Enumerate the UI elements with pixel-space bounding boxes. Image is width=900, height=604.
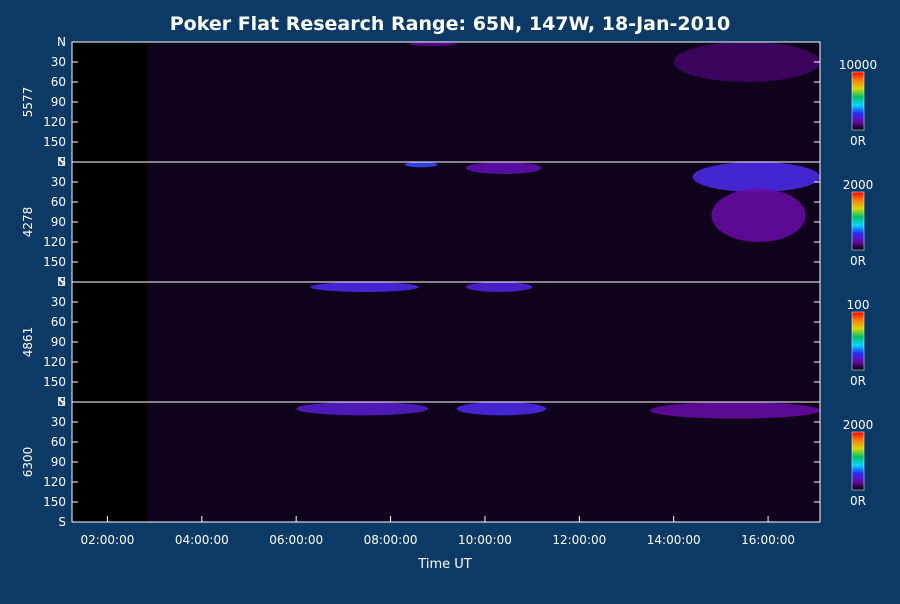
y-tick-label: S [58,275,66,289]
chart-title: Poker Flat Research Range: 65N, 147W, 18… [170,13,731,35]
panel-wavelength-label: 4278 [21,207,35,238]
y-tick-label: 90 [51,455,66,469]
colorbar-min-label: 0R [850,374,866,388]
x-tick-label: 16:00:00 [741,533,795,547]
emission-feature [409,42,457,46]
y-tick-label: 60 [51,315,66,329]
x-tick-label: 02:00:00 [80,533,134,547]
y-tick-label: 60 [51,75,66,89]
y-tick-label: 30 [51,55,66,69]
y-tick-label: S [58,515,66,529]
y-tick-label: 150 [43,135,66,149]
x-tick-label: 12:00:00 [552,533,606,547]
x-tick-label: 04:00:00 [175,533,229,547]
emission-feature [310,282,419,292]
y-tick-label: 120 [43,235,66,249]
y-tick-label: 120 [43,115,66,129]
y-tick-label: 30 [51,175,66,189]
panel-4278: N 30 60 90 120 150 S 4278 2000 0R [21,155,873,289]
emission-feature [466,162,542,174]
panel-wavelength-label: 6300 [21,447,35,478]
y-tick-label: 60 [51,435,66,449]
panel-5577: N 30 60 90 120 150 S 5577 10000 0R [21,35,877,169]
colorbar-min-label: 0R [850,494,866,508]
x-tick-label: 14:00:00 [647,533,701,547]
y-tick-label: S [58,395,66,409]
panels-group: N 30 60 90 120 150 S 5577 10000 0R N 30 60 90 120 150 S 4… [21,35,877,529]
colorbar-min-label: 0R [850,254,866,268]
colorbar [851,71,865,131]
emission-feature [404,162,438,168]
emission-feature [456,402,547,416]
data-coverage [147,402,821,522]
panel-4861: N 30 60 90 120 150 S 4861 100 0R [21,275,869,409]
panel-wavelength-label: 5577 [21,87,35,118]
y-tick-label: N [57,35,66,49]
x-tick-label: 06:00:00 [269,533,323,547]
y-tick-label: 90 [51,215,66,229]
x-axis-label: Time UT [417,557,471,572]
y-tick-label: S [58,155,66,169]
colorbar-min-label: 0R [850,134,866,148]
colorbar-max-label: 2000 [843,418,874,432]
y-tick-label: 60 [51,195,66,209]
y-tick-label: 90 [51,95,66,109]
y-tick-label: 150 [43,375,66,389]
emission-feature [466,282,533,292]
panel-6300: N 30 60 90 120 150 S 6300 2000 0R [21,395,873,529]
colorbar-max-label: 100 [847,298,870,312]
emission-feature [711,188,806,242]
colorbar [851,191,865,251]
y-tick-label: 30 [51,415,66,429]
y-tick-label: N [57,395,66,409]
panel-wavelength-label: 4861 [21,327,35,358]
y-tick-label: N [57,155,66,169]
y-tick-label: 120 [43,475,66,489]
colorbar [851,311,865,371]
y-tick-label: 150 [43,495,66,509]
emission-feature [650,402,821,419]
x-axis: 02:00:00 04:00:00 06:00:00 08:00:00 10:00:00… [80,516,795,547]
colorbar [851,431,865,491]
emission-feature [673,42,820,82]
y-tick-label: 150 [43,255,66,269]
emission-feature [692,162,820,192]
x-tick-label: 10:00:00 [458,533,512,547]
y-tick-label: N [57,275,66,289]
colorbar-max-label: 2000 [843,178,874,192]
y-tick-label: 90 [51,335,66,349]
emission-feature [296,402,429,416]
y-tick-label: 120 [43,355,66,369]
y-tick-label: 30 [51,295,66,309]
colorbar-max-label: 10000 [839,58,877,72]
x-tick-label: 08:00:00 [364,533,418,547]
data-coverage [147,282,821,402]
